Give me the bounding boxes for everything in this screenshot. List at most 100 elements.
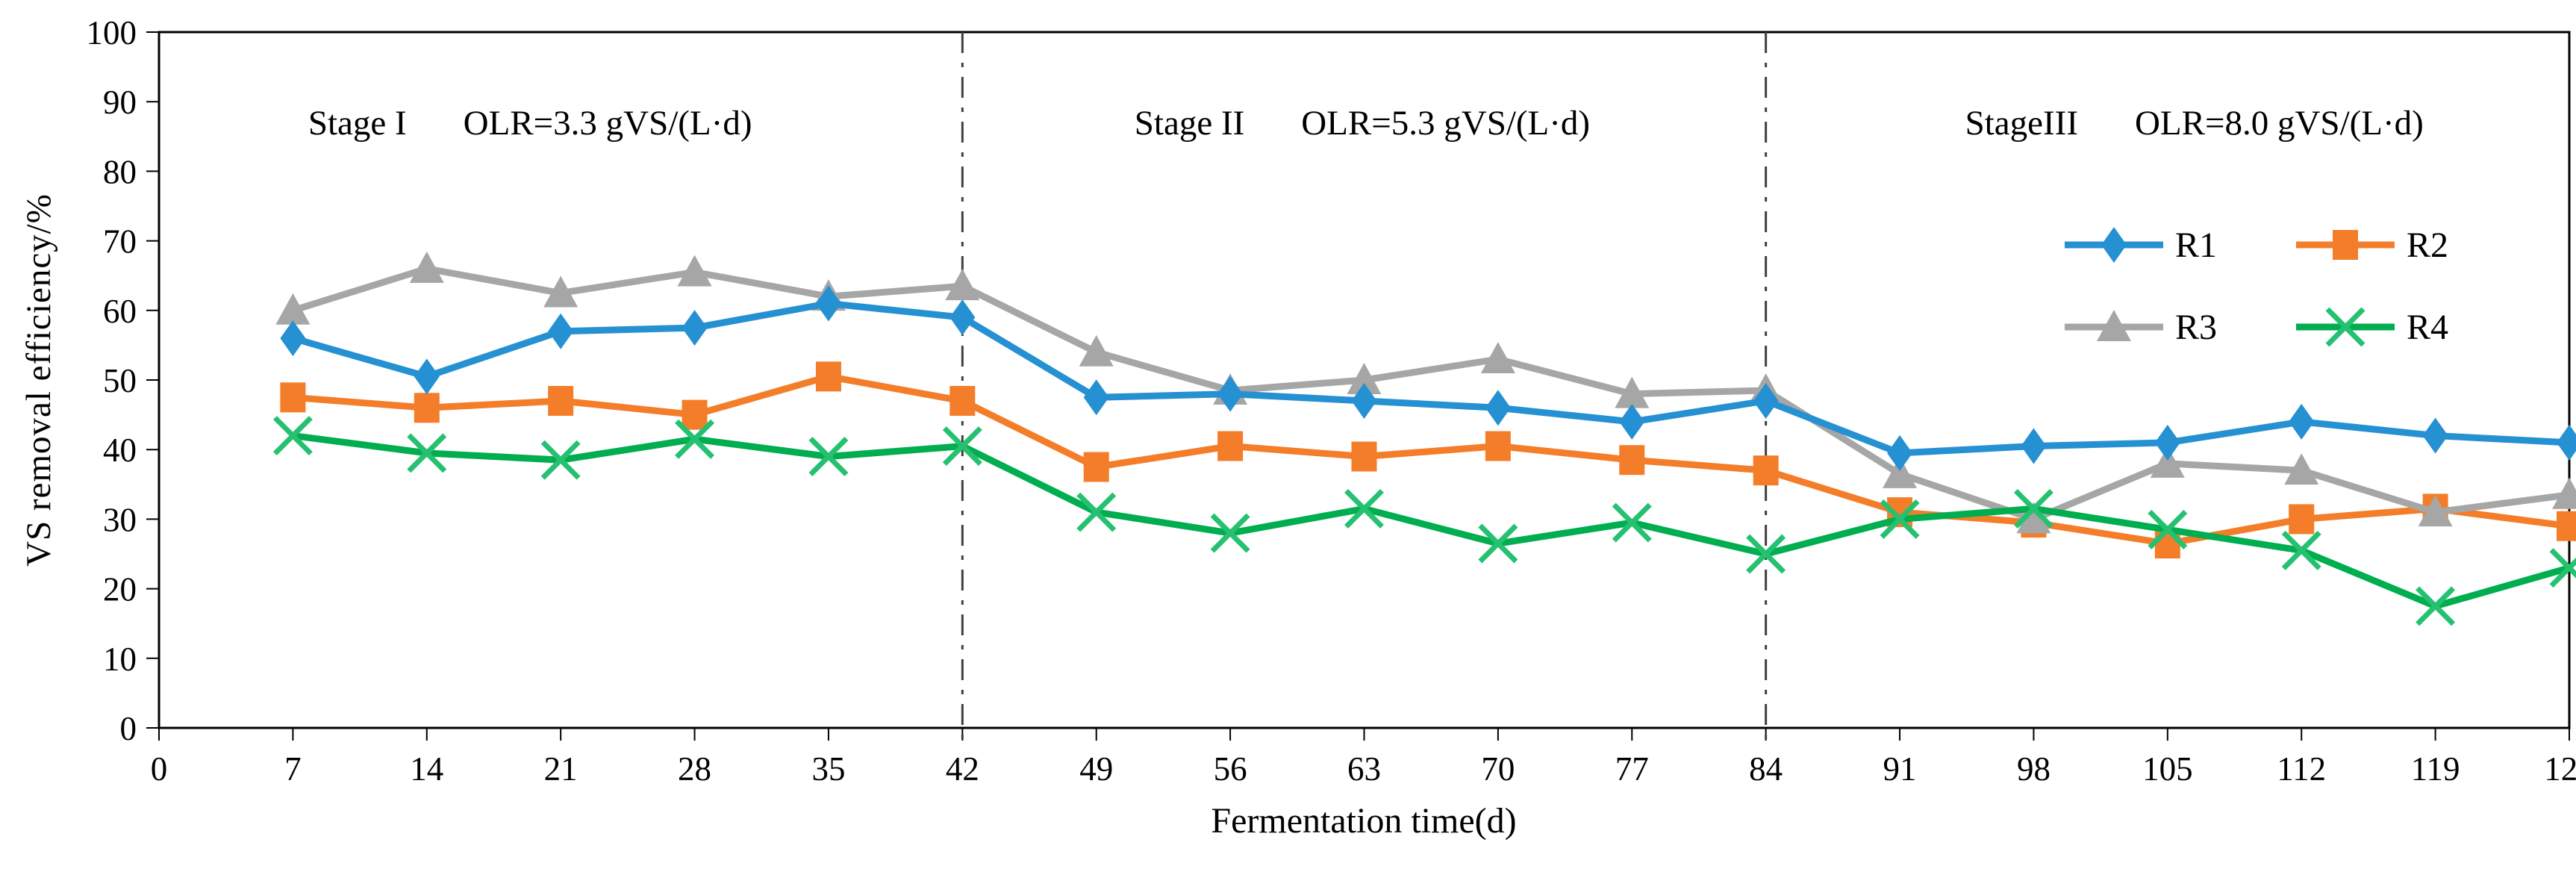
marker-diamond xyxy=(949,299,976,336)
marker-triangle xyxy=(1079,334,1114,367)
marker-diamond xyxy=(2154,424,2180,461)
stage-3-label: StageIII xyxy=(1965,104,2078,143)
x-tick-label: 84 xyxy=(1749,750,1783,788)
marker-square xyxy=(1619,445,1645,476)
legend-label-r2: R2 xyxy=(2407,225,2449,265)
x-tick-label: 63 xyxy=(1347,750,1381,788)
y-tick-label: 30 xyxy=(103,501,137,538)
legend-label-r1: R1 xyxy=(2175,225,2218,265)
x-tick-label: 112 xyxy=(2277,750,2326,788)
series-R3 xyxy=(275,251,2576,534)
marker-triangle xyxy=(2552,477,2576,509)
legend-item-r1: R1 xyxy=(2062,224,2293,266)
marker-square xyxy=(815,361,841,392)
y-tick-label: 80 xyxy=(103,153,137,190)
marker-square xyxy=(2557,511,2576,541)
marker-square xyxy=(682,399,708,430)
x-tick-label: 70 xyxy=(1481,750,1515,788)
marker-square xyxy=(548,385,574,416)
marker-x xyxy=(2013,488,2053,529)
stage-annotation-2: Stage II OLR=5.3 gVS/(L·d) xyxy=(1135,103,1590,143)
y-tick-label: 10 xyxy=(103,641,137,678)
x-tick-label: 77 xyxy=(1615,750,1649,788)
y-tick-label: 90 xyxy=(103,84,137,121)
marker-diamond xyxy=(2289,403,2315,440)
marker-square xyxy=(1485,431,1511,461)
marker-triangle xyxy=(677,255,712,287)
marker-square xyxy=(280,382,306,413)
marker-x xyxy=(1746,534,1786,574)
marker-diamond xyxy=(280,320,306,357)
marker-x xyxy=(1880,499,1920,539)
y-tick-label: 100 xyxy=(87,14,137,52)
marker-triangle xyxy=(409,251,444,283)
marker-x xyxy=(1210,513,1250,553)
series-R2 xyxy=(280,361,2576,559)
marker-diamond xyxy=(548,313,574,349)
x-tick-label: 105 xyxy=(2142,750,2193,788)
marker-diamond xyxy=(2557,424,2576,461)
marker-triangle xyxy=(2097,310,2131,341)
marker-triangle xyxy=(1347,363,1382,394)
legend-label-r4: R4 xyxy=(2407,307,2449,347)
marker-x xyxy=(272,416,313,456)
stage-annotation-1: Stage I OLR=3.3 gVS/(L·d) xyxy=(308,103,752,143)
series-R1 xyxy=(280,285,2576,471)
x-tick-label: 28 xyxy=(678,750,711,788)
marker-x xyxy=(942,426,982,467)
marker-x xyxy=(675,419,715,459)
y-axis-title: VS removal efficiency/% xyxy=(19,193,58,567)
marker-x xyxy=(2549,557,2576,588)
marker-x xyxy=(1076,492,1117,532)
marker-x xyxy=(540,440,581,480)
marker-diamond xyxy=(1217,376,1244,412)
marker-x xyxy=(2148,509,2188,549)
x-tick-label: 126 xyxy=(2544,750,2576,788)
stage-annotation-3: StageIII OLR=8.0 gVS/(L·d) xyxy=(1965,103,2424,143)
legend-marker-r3-triangle-icon xyxy=(2065,310,2163,341)
x-tick-label: 119 xyxy=(2411,750,2460,788)
x-tick-label: 21 xyxy=(544,750,578,788)
x-tick-label: 91 xyxy=(1883,750,1917,788)
x-axis-title: Fermentation time(d) xyxy=(1211,801,1517,841)
x-tick-label: 35 xyxy=(811,750,845,788)
y-tick-label: 50 xyxy=(103,362,137,399)
marker-diamond xyxy=(2422,417,2448,454)
marker-diamond xyxy=(414,358,440,395)
x-tick-label: 42 xyxy=(946,750,979,788)
marker-diamond xyxy=(1083,379,1109,416)
marker-x xyxy=(2281,530,2321,570)
y-tick-label: 40 xyxy=(103,432,137,469)
series-R4 xyxy=(272,416,2576,626)
legend-marker-r1-diamond-icon xyxy=(2065,227,2163,263)
stage-2-label: Stage II xyxy=(1134,104,1245,143)
marker-x xyxy=(2416,586,2456,626)
y-tick-label: 0 xyxy=(120,710,137,747)
marker-square xyxy=(414,393,440,423)
marker-diamond xyxy=(1619,403,1645,440)
series-R4-line xyxy=(292,432,2571,610)
marker-triangle xyxy=(2150,446,2185,478)
marker-diamond xyxy=(2021,428,2047,464)
marker-triangle xyxy=(275,293,311,325)
legend-marker-r4-x-icon xyxy=(2296,307,2395,347)
marker-x xyxy=(2325,307,2366,347)
marker-diamond xyxy=(815,285,841,322)
y-tick-label: 70 xyxy=(103,223,137,261)
marker-diamond xyxy=(1887,434,1913,471)
marker-triangle xyxy=(2016,502,2051,534)
legend-label-r3: R3 xyxy=(2175,307,2218,347)
series-R1-line xyxy=(292,299,2570,457)
marker-triangle xyxy=(2284,453,2319,485)
y-tick-label: 60 xyxy=(103,293,137,330)
marker-diamond xyxy=(1351,382,1377,419)
marker-triangle xyxy=(1883,456,1918,488)
marker-x xyxy=(808,437,849,476)
marker-triangle xyxy=(1480,342,1515,374)
legend: R1 R2 R3 R4 xyxy=(2062,224,2524,348)
x-tick-label: 14 xyxy=(410,750,443,788)
x-tick-label: 56 xyxy=(1214,750,1247,788)
stage-3-olr: OLR=8.0 gVS/(L·d) xyxy=(2134,104,2424,143)
x-tick-label: 49 xyxy=(1079,750,1113,788)
